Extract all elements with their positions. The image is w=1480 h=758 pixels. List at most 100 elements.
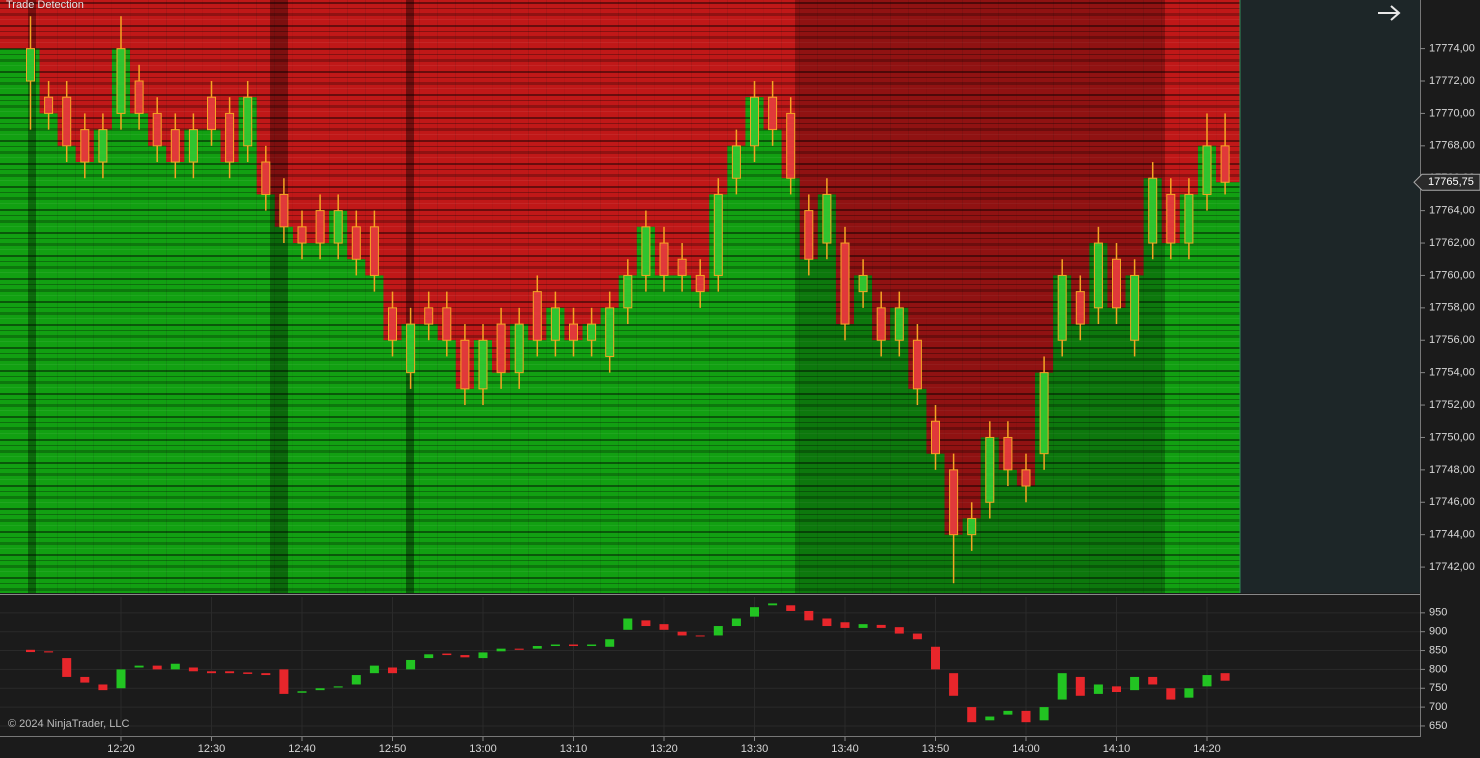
axes: 17742,00 17744,00 17746,00 17748,00 17750,00… bbox=[107, 43, 1480, 755]
x-tick-label: 13:10 bbox=[560, 743, 588, 755]
candle-body bbox=[188, 667, 198, 672]
candle-body bbox=[442, 653, 452, 656]
candle-body bbox=[152, 112, 162, 147]
candle-body bbox=[587, 644, 597, 647]
candle-body bbox=[442, 307, 452, 341]
candle-body bbox=[532, 291, 542, 341]
y-tick-label: 17758,00 bbox=[1429, 302, 1475, 314]
candle-body bbox=[351, 675, 361, 685]
last-price-tag bbox=[1413, 173, 1480, 191]
heatmap-shade bbox=[795, 0, 1165, 593]
heatmap-texture bbox=[0, 0, 1240, 593]
candle-body bbox=[731, 618, 741, 627]
candle-body bbox=[1075, 291, 1085, 325]
y-tick-label: 900 bbox=[1429, 626, 1447, 638]
profile-area bbox=[1240, 0, 1420, 593]
x-tick-label: 13:20 bbox=[650, 743, 678, 755]
candle-body bbox=[152, 665, 162, 670]
candle-body bbox=[1093, 242, 1103, 309]
arrow-icon[interactable] bbox=[1378, 5, 1401, 21]
candle-body bbox=[207, 671, 216, 674]
candle-body bbox=[297, 691, 307, 693]
candle-body bbox=[478, 652, 488, 659]
candle-body bbox=[1130, 274, 1140, 341]
candle-body bbox=[44, 96, 54, 114]
candle-body bbox=[496, 323, 506, 374]
candle-body bbox=[134, 80, 144, 114]
candle-body bbox=[569, 644, 578, 647]
copyright: © 2024 NinjaTrader, LLC bbox=[8, 718, 129, 730]
candle-body bbox=[26, 48, 35, 82]
y-tick-label: 17770,00 bbox=[1429, 107, 1475, 119]
candle-body bbox=[369, 226, 379, 276]
candle-body bbox=[550, 307, 560, 341]
candle-body bbox=[62, 96, 72, 147]
candle-body bbox=[424, 307, 434, 325]
candle-body bbox=[1220, 673, 1230, 681]
candle-body bbox=[496, 648, 506, 652]
candle-body bbox=[931, 420, 940, 455]
candle-body bbox=[1202, 145, 1212, 195]
candle-body bbox=[587, 323, 597, 341]
candle-body bbox=[460, 655, 470, 658]
candle-body bbox=[1112, 258, 1121, 309]
candle-body bbox=[188, 129, 198, 163]
candle-body bbox=[80, 129, 90, 163]
candle-body bbox=[1148, 177, 1158, 244]
candle-body bbox=[225, 671, 235, 674]
candle-body bbox=[1039, 372, 1049, 455]
last-price-label: 17765,75 bbox=[1428, 176, 1474, 188]
x-tick-label: 12:50 bbox=[379, 743, 407, 755]
candle-body bbox=[804, 610, 814, 621]
candle-body bbox=[1148, 676, 1158, 685]
candle-body bbox=[967, 707, 977, 723]
candle-body bbox=[279, 669, 289, 694]
y-tick-label: 750 bbox=[1429, 682, 1447, 694]
y-tick-label: 17750,00 bbox=[1429, 431, 1475, 443]
candle-body bbox=[605, 639, 615, 647]
candle-body bbox=[985, 716, 995, 721]
candle-body bbox=[170, 129, 180, 163]
candle-body bbox=[388, 667, 397, 674]
candle-body bbox=[731, 145, 741, 179]
candle-body bbox=[514, 648, 524, 650]
candle-body bbox=[858, 624, 868, 628]
x-tick-label: 14:20 bbox=[1193, 743, 1221, 755]
candle-body bbox=[261, 673, 271, 676]
candle-body bbox=[569, 323, 578, 341]
candle-body bbox=[713, 193, 723, 276]
candle-body bbox=[1021, 710, 1031, 723]
price-pane bbox=[26, 16, 1230, 584]
candle-body bbox=[243, 96, 253, 147]
candle-body bbox=[44, 651, 54, 653]
x-tick-label: 12:40 bbox=[288, 743, 316, 755]
x-tick-label: 13:30 bbox=[741, 743, 769, 755]
candle-body bbox=[713, 626, 723, 636]
y-tick-label: 17772,00 bbox=[1429, 75, 1475, 87]
x-tick-label: 13:00 bbox=[469, 743, 497, 755]
y-tick-label: 17742,00 bbox=[1429, 561, 1475, 573]
candle-body bbox=[550, 644, 560, 647]
candle-body bbox=[1166, 193, 1176, 244]
candle-body bbox=[786, 605, 796, 611]
candle-body bbox=[460, 339, 470, 390]
candle-body bbox=[1057, 274, 1067, 341]
candle-body bbox=[1075, 676, 1085, 696]
candle-body bbox=[804, 210, 814, 260]
candle-body bbox=[659, 242, 669, 276]
candle-body bbox=[894, 307, 904, 341]
candle-body bbox=[98, 684, 108, 691]
indicator-pane bbox=[0, 597, 1420, 735]
x-tick-label: 12:20 bbox=[107, 743, 135, 755]
candle-body bbox=[134, 665, 144, 668]
candle-body bbox=[315, 688, 325, 691]
y-tick-label: 17746,00 bbox=[1429, 496, 1475, 508]
candle-body bbox=[822, 618, 832, 627]
x-tick-label: 14:10 bbox=[1103, 743, 1131, 755]
candle-body bbox=[768, 603, 778, 606]
y-tick-label: 17744,00 bbox=[1429, 529, 1475, 541]
candle-body bbox=[1021, 469, 1031, 487]
candle-body bbox=[315, 210, 325, 244]
candle-body bbox=[876, 624, 886, 628]
